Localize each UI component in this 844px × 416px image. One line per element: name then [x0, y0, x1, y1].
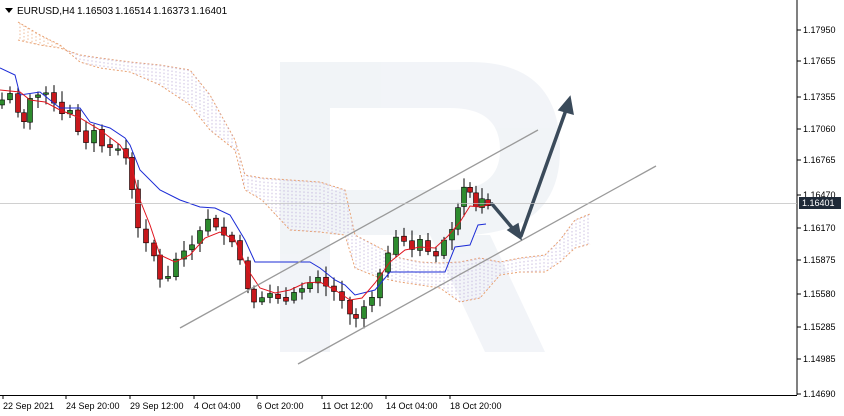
- candle-body: [173, 258, 179, 277]
- price-tick-label: 1.17355: [803, 92, 836, 102]
- candle-body: [455, 207, 461, 230]
- time-tick-label: 22 Sep 2021: [3, 401, 54, 411]
- low-value: 1.16373: [153, 6, 190, 17]
- candle-body: [417, 239, 423, 251]
- cloud-span-a: [17, 39, 591, 264]
- price-tick-label: 1.14985: [803, 354, 836, 364]
- candle-body: [27, 98, 33, 123]
- candle-body: [165, 276, 171, 279]
- price-axis[interactable]: 1.17950 1.17655 1.17355 1.17060 1.16765 1.164…: [797, 25, 836, 399]
- candle-body: [143, 228, 149, 244]
- candle-body: [237, 240, 243, 261]
- candle-body: [221, 226, 227, 236]
- open-value: 1.16503: [77, 6, 114, 17]
- candle-body: [485, 199, 491, 206]
- price-tick-label: 1.16170: [803, 223, 836, 233]
- candle-body: [267, 293, 273, 298]
- channel-upper-line[interactable]: [179, 129, 539, 329]
- candle-body: [377, 272, 383, 299]
- high-value: 1.16514: [115, 6, 152, 17]
- chart-header: EURUSD,H4 1.16503 1.16514 1.16373 1.1640…: [5, 6, 228, 17]
- candle-body: [251, 288, 257, 303]
- price-tick-label: 1.14690: [803, 389, 836, 399]
- candle-body: [299, 288, 305, 293]
- current-price-box: 1.16401: [799, 197, 841, 209]
- price-tick-label: 1.15580: [803, 289, 836, 299]
- dropdown-triangle-icon[interactable]: [5, 8, 13, 13]
- candle-body: [129, 156, 135, 190]
- candle-body: [347, 300, 353, 315]
- candle-body: [433, 251, 439, 257]
- candle-body: [441, 239, 447, 256]
- price-tick-label: 1.15285: [803, 322, 836, 332]
- candle-body: [151, 242, 157, 257]
- candle-body: [393, 236, 399, 255]
- candle-body: [35, 94, 41, 98]
- forecast-arrow[interactable]: [490, 95, 574, 241]
- symbol-label: EURUSD,H4: [17, 6, 75, 17]
- candle-body: [181, 250, 187, 260]
- close-value: 1.16401: [191, 6, 228, 17]
- candle-body: [107, 144, 113, 148]
- candle-body: [205, 218, 211, 232]
- candle-body: [0, 99, 5, 106]
- candle-body: [283, 297, 289, 302]
- price-tick-label: 1.16470: [803, 190, 836, 200]
- candle-body: [315, 277, 321, 284]
- candle-body: [259, 297, 265, 303]
- candle-body: [353, 314, 359, 319]
- candle-body: [425, 240, 431, 252]
- time-tick-label: 24 Sep 20:00: [66, 401, 120, 411]
- plot-frame: [0, 0, 798, 396]
- time-tick-label: 6 Oct 20:00: [257, 401, 304, 411]
- price-tick-label: 1.17060: [803, 124, 836, 134]
- price-tick-label: 1.17655: [803, 56, 836, 66]
- candle-body: [331, 285, 337, 292]
- candle-body: [473, 192, 479, 207]
- time-tick-label: 4 Oct 04:00: [194, 401, 241, 411]
- candle-body: [115, 148, 121, 151]
- candle-body: [291, 292, 297, 301]
- candle-body: [15, 93, 21, 113]
- time-tick-label: 29 Sep 12:00: [130, 401, 184, 411]
- candle-body: [467, 187, 473, 193]
- price-tick-label: 1.15875: [803, 255, 836, 265]
- candle-body: [21, 112, 27, 122]
- time-tick-label: 18 Oct 20:00: [450, 401, 502, 411]
- candle-body: [157, 254, 163, 280]
- candle-body: [189, 244, 195, 251]
- candle-body: [369, 297, 375, 306]
- kijun-line: [0, 67, 487, 296]
- candle-body: [275, 293, 281, 299]
- candle-body: [409, 240, 415, 250]
- price-tick-label: 1.16765: [803, 155, 836, 165]
- candle-body: [323, 276, 329, 287]
- ichimoku-cloud: [17, 21, 591, 303]
- candle-body: [75, 109, 81, 132]
- candle-body: [99, 129, 105, 147]
- candle-body: [43, 92, 49, 95]
- candle-body: [135, 188, 141, 229]
- candle-body: [385, 252, 391, 273]
- candle-body: [361, 306, 367, 319]
- candle-body: [83, 130, 89, 143]
- time-tick-label: 11 Oct 12:00: [322, 401, 373, 411]
- candlestick-series: [0, 85, 491, 329]
- candle-body: [307, 282, 313, 289]
- tenkan-line: [0, 89, 489, 301]
- candle-body: [461, 186, 467, 207]
- price-tick-label: 1.17950: [803, 25, 836, 35]
- candle-body: [91, 130, 97, 144]
- candle-body: [213, 217, 219, 228]
- channel-lower-line[interactable]: [297, 165, 657, 365]
- watermark-logo: [280, 62, 560, 352]
- time-tick-label: 14 Oct 04:00: [386, 401, 438, 411]
- candle-body: [7, 93, 13, 101]
- current-price-label: 1.16401: [802, 198, 835, 208]
- time-axis[interactable]: 22 Sep 2021 24 Sep 20:00 29 Sep 12:00 4 Oct…: [2, 395, 502, 411]
- candle-body: [245, 260, 251, 290]
- candle-body: [401, 235, 407, 242]
